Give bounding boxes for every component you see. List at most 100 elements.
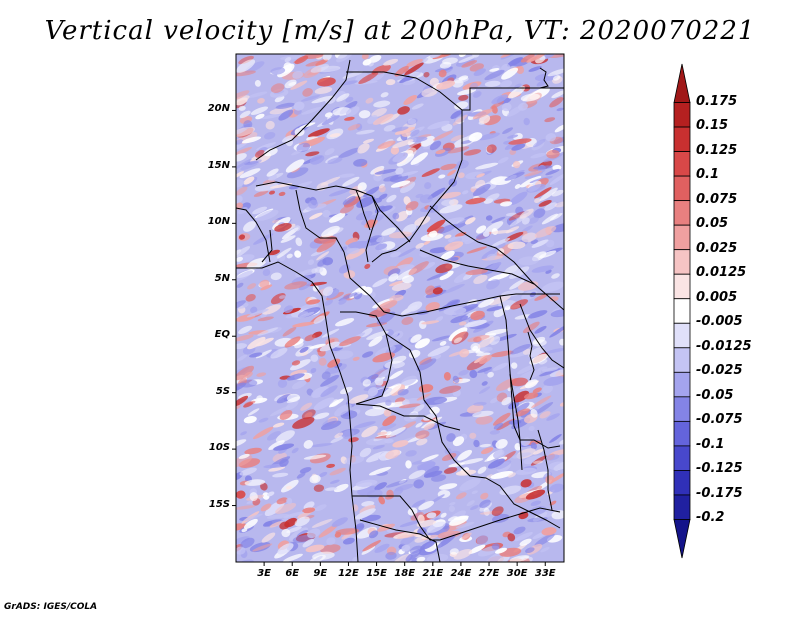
- field-cell: [368, 54, 382, 64]
- field-cell: [514, 532, 533, 542]
- field-cell: [362, 59, 372, 66]
- field-cell: [489, 67, 500, 72]
- field-cell: [545, 168, 560, 176]
- field-cell: [255, 349, 272, 359]
- field-cell: [407, 301, 423, 312]
- colorbar-label: 0.0125: [696, 265, 747, 281]
- field-cell: [538, 200, 552, 207]
- field-cell: [236, 454, 253, 468]
- field-cell: [458, 172, 465, 179]
- field-cell: [550, 309, 564, 318]
- field-cell: [415, 430, 430, 439]
- field-cell: [236, 126, 256, 137]
- field-cell: [438, 174, 446, 179]
- field-cell: [247, 336, 266, 350]
- field-cell: [439, 204, 463, 214]
- field-cell: [340, 246, 348, 252]
- field-cell: [450, 134, 464, 142]
- field-cell: [432, 287, 443, 295]
- field-cell: [486, 279, 500, 290]
- lon-label: 3E: [257, 568, 271, 579]
- field-cell: [533, 460, 543, 464]
- field-cell: [344, 116, 355, 121]
- field-cell: [515, 467, 537, 475]
- field-cell: [530, 409, 538, 418]
- field-cell: [342, 537, 355, 545]
- field-cell: [437, 530, 462, 539]
- field-cell: [374, 482, 387, 491]
- field-cell: [264, 132, 276, 140]
- field-cell: [293, 225, 301, 232]
- field-cell: [341, 80, 358, 86]
- field-cell: [524, 170, 543, 177]
- field-cell: [284, 79, 297, 89]
- field-cell: [303, 439, 314, 449]
- field-cell: [507, 472, 516, 478]
- field-cell: [490, 350, 514, 358]
- field-cell: [504, 171, 525, 181]
- field-cell: [455, 521, 475, 529]
- field-cell: [546, 149, 560, 159]
- field-cell: [541, 367, 559, 372]
- colorbar-label: -0.175: [696, 485, 743, 501]
- field-cell: [378, 185, 386, 193]
- field-cell: [449, 548, 459, 555]
- lat-label: 20N: [207, 103, 230, 115]
- field-cell: [396, 153, 415, 167]
- field-cell: [490, 470, 514, 480]
- lon-label: 9E: [313, 568, 328, 579]
- field-cell: [278, 295, 286, 299]
- field-cell: [480, 447, 494, 455]
- field-cell: [448, 505, 456, 512]
- field-cell: [431, 335, 451, 342]
- field-cell: [310, 443, 333, 448]
- field-cell: [504, 265, 520, 275]
- field-cell: [500, 201, 513, 207]
- field-cell: [473, 336, 482, 343]
- colorbar-label: 0.05: [696, 216, 729, 232]
- field-cell: [279, 458, 289, 467]
- field-cell: [326, 288, 340, 299]
- field-cell: [310, 63, 329, 73]
- field-cell: [515, 408, 530, 417]
- field-cell: [461, 532, 472, 540]
- field-cell: [506, 105, 524, 117]
- field-cell: [491, 94, 508, 104]
- field-cell: [318, 524, 338, 538]
- field-cell: [236, 382, 247, 393]
- field-cell: [421, 320, 440, 325]
- field-cell: [426, 553, 449, 562]
- colorbar-swatch: [673, 200, 691, 226]
- field-cell: [303, 454, 327, 460]
- field-cell: [339, 336, 361, 347]
- field-cell: [305, 59, 328, 67]
- field-cell: [275, 502, 297, 514]
- field-cell: [469, 432, 477, 439]
- field-cell: [275, 430, 295, 443]
- field-cell: [240, 431, 247, 436]
- field-cell: [276, 497, 288, 505]
- field-cell: [468, 132, 483, 142]
- field-cell: [421, 262, 436, 270]
- field-cell: [243, 416, 257, 424]
- field-cell: [373, 100, 391, 108]
- field-cell: [486, 253, 496, 261]
- field-cell: [443, 283, 465, 294]
- field-cell: [479, 443, 492, 448]
- field-cell: [559, 402, 564, 407]
- field-cell: [244, 479, 266, 486]
- field-cell: [476, 173, 485, 178]
- field-cell: [543, 376, 564, 386]
- field-cell: [523, 455, 545, 465]
- field-cell: [526, 184, 546, 193]
- field-cell: [421, 454, 439, 462]
- field-cell: [419, 194, 433, 204]
- field-cell: [236, 158, 252, 170]
- field-cell: [525, 379, 538, 389]
- field-cell: [286, 167, 309, 179]
- field-cell: [313, 315, 326, 324]
- field-cell: [236, 490, 246, 499]
- field-cell: [399, 403, 421, 409]
- field-cell: [549, 173, 564, 186]
- field-cell: [551, 510, 564, 520]
